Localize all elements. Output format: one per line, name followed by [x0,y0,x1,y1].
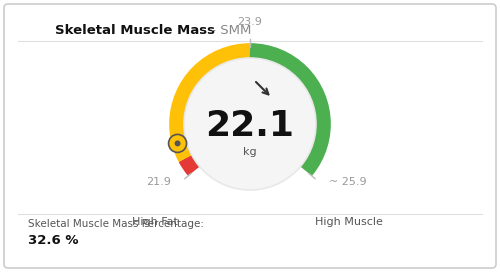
Text: 32.6 %: 32.6 % [28,234,78,247]
Text: - SMM: - SMM [207,24,252,37]
Circle shape [174,140,180,146]
Text: 21.9: 21.9 [146,177,171,187]
Text: High Muscle: High Muscle [315,217,383,227]
Circle shape [168,134,186,152]
Text: ~ 25.9: ~ 25.9 [329,177,367,187]
Text: 22.1: 22.1 [206,109,294,143]
Circle shape [184,58,316,190]
Text: Skeletal Muscle Mass Percentage:: Skeletal Muscle Mass Percentage: [28,219,204,229]
Text: kg: kg [243,147,257,157]
Text: 23.9: 23.9 [238,17,262,27]
Text: High Fat: High Fat [132,217,178,227]
Text: Skeletal Muscle Mass: Skeletal Muscle Mass [55,24,215,37]
FancyBboxPatch shape [4,4,496,268]
